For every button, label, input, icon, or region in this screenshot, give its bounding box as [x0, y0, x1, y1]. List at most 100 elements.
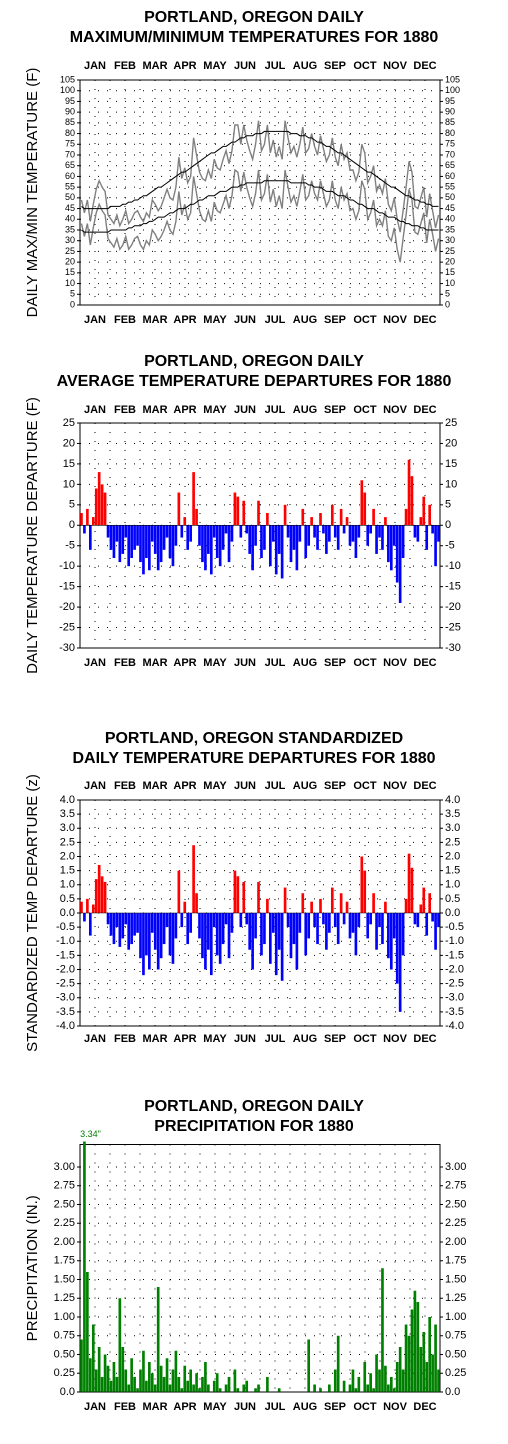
bar: [127, 1384, 131, 1392]
bar: [304, 525, 308, 558]
bar: [165, 525, 169, 538]
bar: [159, 525, 163, 563]
bar: [94, 488, 98, 526]
y-tick-label: 20: [63, 437, 75, 449]
bar: [257, 500, 260, 526]
bar: [336, 525, 340, 550]
bar: [142, 913, 145, 976]
bar: [212, 525, 216, 538]
bar: [183, 901, 187, 913]
bar: [174, 1350, 178, 1392]
y-tick-label-right: 3.00: [445, 1161, 466, 1173]
bar: [375, 525, 378, 554]
month-label: MAY: [203, 780, 227, 792]
y-tick-label: -10: [59, 560, 75, 572]
bar: [198, 1388, 201, 1392]
chart-title: PORTLAND, OREGON STANDARDIZED: [105, 730, 403, 747]
bar: [86, 898, 89, 913]
bar: [177, 492, 181, 526]
y-tick-label-right: 1.75: [445, 1255, 466, 1267]
bar: [360, 856, 364, 913]
month-label: FEB: [114, 1033, 136, 1045]
month-label: JUL: [265, 314, 286, 326]
month-label: AUG: [293, 404, 317, 416]
bar: [381, 525, 384, 550]
bar: [97, 864, 101, 913]
bar: [274, 525, 278, 575]
y-tick-label-right: -30: [445, 642, 461, 654]
bar: [295, 525, 299, 571]
y-tick-label-right: -1.0: [445, 935, 464, 947]
bar: [348, 525, 352, 546]
bar: [162, 1377, 166, 1392]
y-tick-label-right: 75: [445, 139, 455, 149]
bar: [91, 517, 95, 526]
bar: [207, 913, 210, 950]
bar: [168, 913, 172, 956]
y-tick-label: 50: [65, 192, 75, 202]
bar: [186, 525, 190, 550]
bar: [145, 913, 148, 956]
bar: [419, 904, 423, 913]
month-label: NOV: [383, 657, 408, 669]
chart-title: DAILY TEMPERATURE DEPARTURES FOR 1880: [72, 750, 435, 767]
bar: [112, 1362, 116, 1392]
bar: [260, 913, 263, 956]
bar: [389, 525, 393, 571]
bar: [227, 525, 231, 563]
month-label: FEB: [114, 314, 136, 326]
bar: [218, 525, 222, 567]
bar: [180, 1388, 184, 1392]
bar: [109, 1380, 113, 1392]
y-tick-label: 2.0: [60, 850, 75, 862]
month-label: OCT: [353, 1401, 377, 1413]
bar: [233, 1369, 237, 1392]
bar: [130, 1358, 133, 1392]
bar: [83, 913, 86, 922]
bar: [145, 1380, 148, 1392]
bar: [269, 525, 272, 567]
month-label: MAR: [142, 657, 167, 669]
month-label: OCT: [353, 780, 377, 792]
bar: [224, 525, 228, 534]
bar: [221, 913, 225, 945]
month-label: NOV: [383, 1033, 408, 1045]
bar: [100, 876, 104, 913]
bar: [112, 913, 116, 945]
bar: [83, 1141, 86, 1392]
bar: [378, 913, 381, 928]
bar: [245, 525, 249, 534]
bar: [378, 525, 381, 538]
bar: [145, 525, 148, 558]
bar: [333, 525, 337, 538]
month-label: DEC: [413, 780, 436, 792]
y-tick-label-right: -3.0: [445, 992, 464, 1004]
bar: [369, 525, 372, 534]
y-tick-label-right: 0.0: [445, 907, 460, 919]
bar: [345, 517, 349, 526]
bar: [201, 913, 204, 959]
bar: [221, 525, 225, 550]
chart-title: AVERAGE TEMPERATURE DEPARTURES FOR 1880: [57, 373, 452, 390]
bar: [360, 480, 364, 526]
bar: [398, 525, 402, 603]
bar: [89, 913, 92, 936]
y-tick-label: 0.0: [60, 907, 75, 919]
month-label: SEP: [324, 1401, 346, 1413]
y-tick-label-right: -25: [445, 621, 461, 633]
bar: [369, 913, 372, 925]
bar: [398, 1347, 402, 1392]
bar: [233, 492, 237, 526]
bar: [86, 508, 89, 526]
bar: [162, 913, 166, 945]
bar: [431, 913, 434, 922]
bar: [80, 1339, 83, 1392]
bar: [260, 525, 263, 558]
bar: [97, 472, 101, 526]
bar: [198, 913, 201, 939]
bar: [109, 913, 113, 936]
y-tick-label: 0.75: [54, 1330, 75, 1342]
y-tick-label-right: 10: [445, 278, 455, 288]
month-label: FEB: [114, 60, 136, 72]
